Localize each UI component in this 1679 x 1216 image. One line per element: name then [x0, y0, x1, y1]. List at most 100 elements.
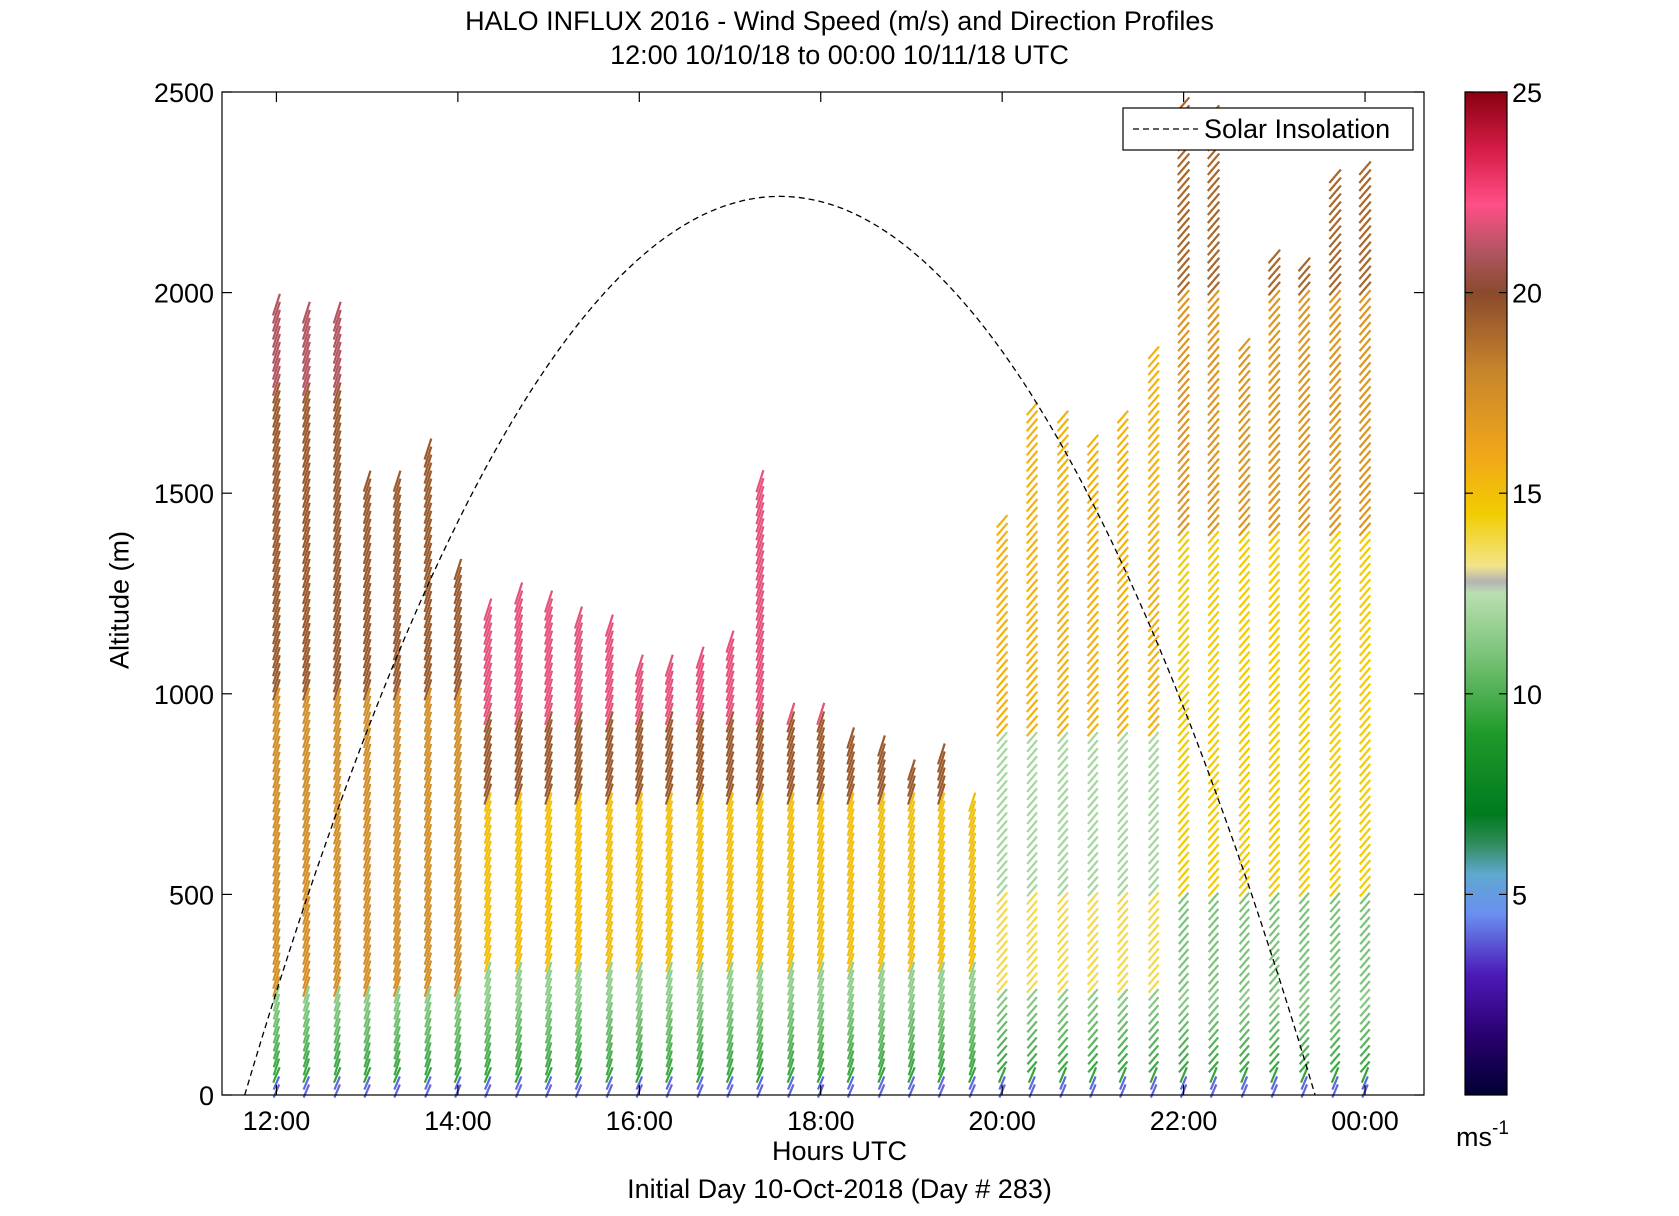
wind-barb [1206, 249, 1221, 264]
wind-barb [483, 920, 492, 941]
wind-barb [1056, 418, 1070, 432]
wind-barb [725, 944, 735, 965]
wind-barb [544, 743, 553, 765]
wind-barb [1056, 706, 1070, 721]
wind-barb [514, 864, 523, 885]
wind-barb [816, 977, 825, 996]
wind-barb [1177, 666, 1190, 681]
wind-barb [1026, 1012, 1038, 1026]
wind-barb [332, 743, 342, 765]
wind-barb [301, 518, 311, 541]
wind-barb [1298, 546, 1311, 561]
wind-barb [453, 566, 463, 589]
wind-barb [1268, 908, 1280, 921]
colorbar [1464, 91, 1508, 1096]
wind-barb [995, 650, 1009, 665]
wind-barb [1147, 538, 1160, 553]
wind-barb [1025, 722, 1039, 737]
wind-barb [272, 638, 281, 661]
wind-barb [332, 871, 342, 893]
wind-barb [272, 598, 281, 621]
wind-barb [483, 646, 493, 670]
wind-barb [1177, 498, 1190, 513]
wind-barb [1328, 265, 1342, 280]
wind-barb [1238, 634, 1251, 649]
plot-frame [221, 91, 1425, 1096]
wind-barb [995, 626, 1009, 641]
wind-barb [786, 702, 796, 726]
wind-barb [1116, 915, 1129, 930]
wind-barb [1057, 1052, 1069, 1066]
wind-barb [301, 349, 311, 372]
wind-barb [1177, 465, 1190, 481]
wind-barb [362, 863, 372, 885]
wind-barb [1298, 867, 1311, 882]
wind-barb [786, 961, 795, 980]
wind-barb [726, 1042, 734, 1060]
wind-barb [877, 824, 886, 845]
wind-barb [423, 606, 433, 629]
wind-barb [1329, 964, 1341, 977]
wind-barb [1147, 578, 1160, 593]
wind-barb [362, 960, 372, 982]
wind-barb [996, 899, 1009, 914]
wind-barb [995, 514, 1009, 529]
wind-barb [1057, 763, 1069, 777]
wind-barb [696, 832, 705, 853]
wind-barb [968, 1026, 976, 1044]
wind-barb [514, 952, 523, 973]
wind-barb [725, 864, 735, 885]
wind-barb [1267, 305, 1281, 320]
wind-barb [424, 993, 432, 1012]
wind-barb [605, 880, 614, 901]
wind-barb [604, 719, 614, 741]
wind-barb [907, 969, 916, 988]
wind-barb [423, 847, 433, 869]
wind-barb [332, 719, 342, 741]
wind-barb [605, 1050, 614, 1068]
wind-barb [301, 470, 311, 492]
wind-barb [1117, 996, 1129, 1010]
wind-barb [362, 968, 372, 990]
wind-barb [332, 823, 342, 845]
wind-barb [786, 792, 795, 812]
wind-barb [544, 912, 553, 933]
wind-barb [514, 969, 523, 988]
wind-barb [393, 1017, 401, 1036]
wind-barb [393, 993, 401, 1012]
wind-barb [1056, 666, 1070, 681]
wind-barb [937, 1075, 946, 1090]
wind-barb [272, 871, 281, 893]
wind-barb [1238, 465, 1251, 481]
wind-barb [1207, 634, 1220, 649]
wind-barb [272, 912, 281, 933]
wind-barb [302, 1050, 311, 1068]
wind-barb [907, 840, 916, 861]
wind-barb [574, 856, 583, 877]
wind-barb [877, 856, 886, 877]
wind-barb [1147, 434, 1160, 448]
wind-barb [514, 598, 524, 621]
wind-barb [1238, 610, 1251, 625]
wind-barb [968, 936, 977, 957]
wind-barb [302, 936, 311, 957]
wind-barb [635, 880, 644, 901]
wind-barb [1298, 602, 1311, 617]
wind-barb [333, 993, 342, 1012]
wind-barb [755, 872, 765, 893]
wind-barb [937, 800, 946, 820]
wind-barb [1329, 1060, 1341, 1074]
wind-barb [362, 807, 372, 829]
wind-barb [544, 759, 553, 781]
wind-barb [362, 662, 372, 685]
wind-barb [301, 598, 311, 621]
wind-barb [937, 832, 946, 853]
wind-barb [1358, 273, 1372, 289]
wind-barb [453, 944, 463, 965]
wind-barb [605, 840, 614, 861]
wind-barb [635, 936, 644, 957]
wind-barb [514, 1058, 523, 1076]
wind-barb [1358, 787, 1372, 801]
wind-barb [301, 430, 311, 452]
wind-barb [1207, 425, 1220, 441]
